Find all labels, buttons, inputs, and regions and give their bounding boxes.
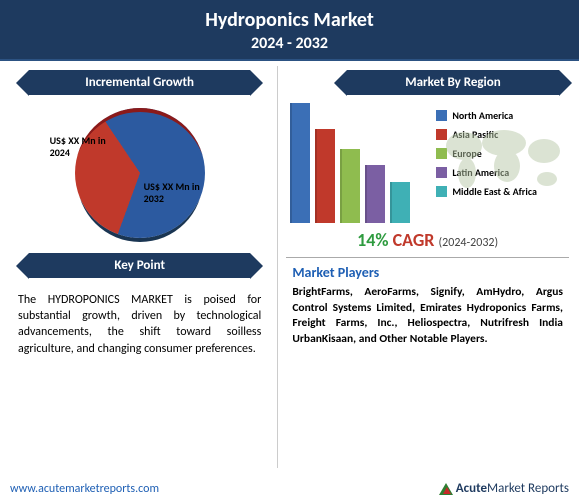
pie-label-2032: US$ XX Mn in 2032 [144, 181, 222, 205]
website-url[interactable]: www.acutemarketreports.com [10, 482, 159, 496]
logo-triangle-icon [439, 483, 453, 495]
legend-swatch-icon [436, 110, 447, 121]
bar-chart [290, 103, 430, 223]
key-point-banner: Key Point [29, 253, 249, 278]
cagr-label: CAGR [393, 229, 435, 251]
brand-name-2: Market Reports [487, 481, 569, 496]
left-panel: Incremental Growth US$ XX Mn in 2024 US$… [10, 66, 278, 468]
world-map-icon [439, 121, 569, 201]
content: Incremental Growth US$ XX Mn in 2024 US$… [0, 60, 579, 472]
bar-2 [340, 149, 360, 223]
header: Hydroponics Market 2024 - 2032 [0, 0, 579, 61]
market-players-text: BrightFarms, AeroFarms, Signify, AmHydro… [292, 285, 563, 347]
bar-1 [315, 129, 335, 223]
region-chart: North AmericaAsia PasificEuropeLatin Ame… [286, 103, 569, 223]
right-panel: Market By Region North AmericaAsia Pasif… [278, 66, 569, 468]
brand-logo: Acute Market Reports [439, 481, 569, 496]
key-point-text: The HYDROPONICS MARKET is poised for sub… [10, 286, 269, 363]
market-players-box: Market Players BrightFarms, AeroFarms, S… [286, 257, 569, 351]
bar-4 [390, 182, 410, 223]
pie-label-2024: US$ XX Mn in 2024 [50, 135, 118, 159]
year-range: 2024 - 2032 [0, 34, 579, 53]
incremental-growth-banner: Incremental Growth [29, 70, 249, 95]
footer: www.acutemarketreports.com Acute Market … [0, 481, 579, 496]
market-players-title: Market Players [292, 264, 563, 281]
legend: North AmericaAsia PasificEuropeLatin Ame… [430, 103, 569, 223]
cagr-years: (2024-2032) [439, 236, 499, 250]
bar-0 [290, 103, 310, 223]
brand-name-1: Acute [456, 481, 487, 496]
pie-chart: US$ XX Mn in 2024 US$ XX Mn in 2032 [50, 103, 230, 243]
page-title: Hydroponics Market [0, 8, 579, 32]
cagr-pct: 14% [357, 229, 388, 251]
pie-graphic [75, 108, 205, 238]
cagr-line: 14% CAGR (2024-2032) [286, 229, 569, 251]
market-region-banner: Market By Region [347, 70, 559, 95]
bar-3 [365, 165, 385, 223]
